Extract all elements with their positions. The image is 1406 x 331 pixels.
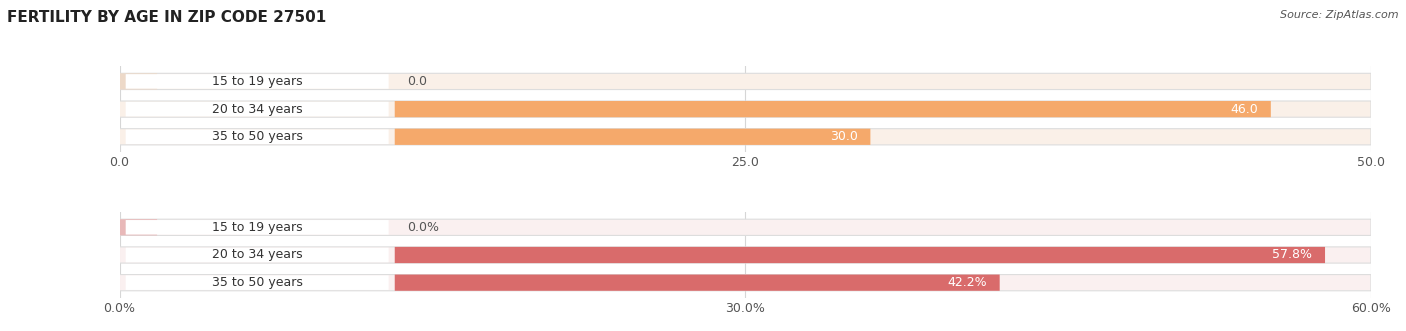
- FancyBboxPatch shape: [125, 275, 388, 290]
- FancyBboxPatch shape: [120, 274, 1371, 291]
- Text: 35 to 50 years: 35 to 50 years: [212, 130, 302, 143]
- Text: 20 to 34 years: 20 to 34 years: [212, 249, 302, 261]
- FancyBboxPatch shape: [120, 219, 1371, 235]
- Text: 30.0: 30.0: [830, 130, 858, 143]
- Text: FERTILITY BY AGE IN ZIP CODE 27501: FERTILITY BY AGE IN ZIP CODE 27501: [7, 10, 326, 25]
- FancyBboxPatch shape: [395, 129, 870, 145]
- Text: 15 to 19 years: 15 to 19 years: [212, 221, 302, 234]
- FancyBboxPatch shape: [125, 74, 388, 89]
- FancyBboxPatch shape: [120, 73, 157, 89]
- FancyBboxPatch shape: [125, 129, 388, 144]
- FancyBboxPatch shape: [120, 101, 1371, 117]
- FancyBboxPatch shape: [120, 73, 1371, 90]
- Text: 0.0: 0.0: [408, 75, 427, 88]
- Text: 57.8%: 57.8%: [1272, 249, 1312, 261]
- Text: 0.0%: 0.0%: [408, 221, 439, 234]
- FancyBboxPatch shape: [125, 102, 388, 117]
- FancyBboxPatch shape: [120, 129, 1371, 145]
- FancyBboxPatch shape: [120, 219, 157, 235]
- Text: 20 to 34 years: 20 to 34 years: [212, 103, 302, 116]
- FancyBboxPatch shape: [395, 274, 1000, 291]
- Text: 15 to 19 years: 15 to 19 years: [212, 75, 302, 88]
- FancyBboxPatch shape: [395, 247, 1324, 263]
- FancyBboxPatch shape: [395, 101, 1271, 117]
- Text: 46.0: 46.0: [1230, 103, 1258, 116]
- Text: Source: ZipAtlas.com: Source: ZipAtlas.com: [1281, 10, 1399, 20]
- FancyBboxPatch shape: [125, 248, 388, 262]
- Text: 42.2%: 42.2%: [948, 276, 987, 289]
- Text: 35 to 50 years: 35 to 50 years: [212, 276, 302, 289]
- FancyBboxPatch shape: [125, 220, 388, 235]
- FancyBboxPatch shape: [120, 247, 1371, 263]
